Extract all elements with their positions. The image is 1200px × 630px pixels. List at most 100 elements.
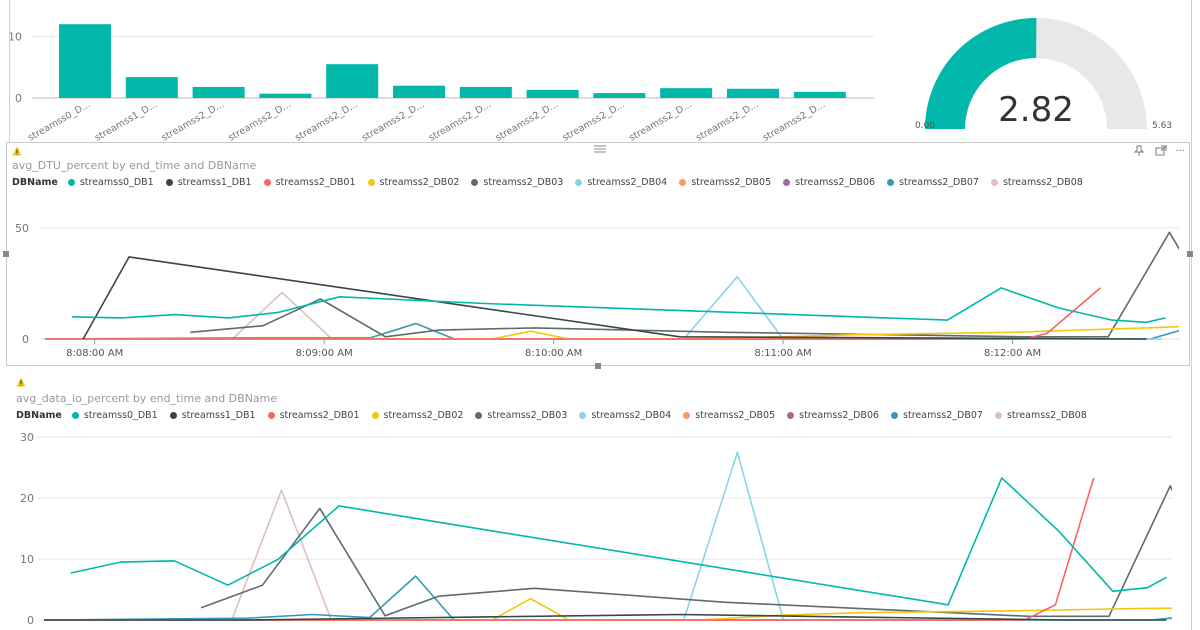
legend-label: streamss2_DB04 bbox=[587, 177, 668, 188]
legend-item[interactable]: streamss1_DB1 bbox=[169, 410, 256, 421]
bar-category-label: streamss1_D... bbox=[93, 99, 159, 142]
legend-marker bbox=[367, 179, 375, 186]
bar[interactable] bbox=[727, 88, 779, 98]
resize-handle-right[interactable] bbox=[1187, 251, 1193, 257]
gauge-panel[interactable]: 2.82 0.00 5.63 bbox=[890, 0, 1200, 142]
series-line[interactable] bbox=[44, 322, 1189, 340]
legend-item[interactable]: streamss2_DB03 bbox=[475, 410, 567, 421]
bar-category-label: streamss0_D... bbox=[26, 99, 92, 142]
bar-category-label: streamss2_D... bbox=[160, 99, 226, 142]
series-line[interactable] bbox=[44, 477, 1095, 621]
legend-marker bbox=[267, 412, 275, 419]
bar[interactable] bbox=[793, 91, 846, 98]
y-tick-label: 10 bbox=[20, 553, 34, 566]
legend-item[interactable]: streamss2_DB02 bbox=[371, 410, 464, 421]
legend-item[interactable]: streamss0_DB1 bbox=[67, 177, 154, 188]
drag-handle-icon[interactable] bbox=[594, 145, 606, 153]
resize-handle-bottom[interactable] bbox=[595, 363, 601, 369]
series-line[interactable] bbox=[70, 477, 1167, 606]
legend-marker bbox=[679, 179, 687, 186]
bar[interactable] bbox=[593, 93, 646, 98]
x-tick-label: 8:12:00 AM bbox=[984, 348, 1041, 359]
legend-item[interactable]: streamss2_DB04 bbox=[579, 410, 671, 421]
legend-marker bbox=[990, 179, 998, 186]
legend-title: DBName bbox=[12, 177, 58, 188]
resize-handle-left[interactable] bbox=[3, 251, 9, 257]
legend-marker bbox=[887, 179, 895, 186]
io-chart-title: avg_data_io_percent by end_time and DBNa… bbox=[16, 392, 278, 405]
more-options-icon[interactable]: ··· bbox=[1175, 146, 1185, 157]
legend-marker bbox=[994, 412, 1002, 419]
bar[interactable] bbox=[326, 64, 379, 98]
legend-item[interactable]: streamss2_DB06 bbox=[787, 410, 879, 421]
legend-label: streamss2_DB08 bbox=[1002, 177, 1083, 188]
bar[interactable] bbox=[459, 86, 512, 98]
dtu-chart-panel[interactable]: ··· avg_DTU_percent by end_time and DBNa… bbox=[3, 142, 1193, 369]
legend-item[interactable]: streamss1_DB1 bbox=[165, 177, 252, 188]
bar[interactable] bbox=[660, 88, 713, 98]
legend-item[interactable]: streamss2_DB03 bbox=[471, 177, 563, 188]
series-line[interactable] bbox=[254, 597, 1200, 621]
legend-label: streamss2_DB07 bbox=[899, 177, 979, 188]
series-line[interactable] bbox=[44, 451, 1163, 621]
legend-marker bbox=[891, 412, 899, 419]
legend-item[interactable]: streamss2_DB02 bbox=[367, 177, 460, 188]
legend-item[interactable]: streamss2_DB07 bbox=[887, 177, 979, 188]
legend-marker bbox=[783, 179, 791, 186]
legend-item[interactable]: streamss2_DB04 bbox=[575, 177, 667, 188]
legend-label: streamss2_DB02 bbox=[379, 177, 460, 188]
series-line[interactable] bbox=[200, 485, 1200, 618]
bar[interactable] bbox=[125, 77, 178, 98]
legend-marker bbox=[683, 412, 691, 419]
series-line[interactable] bbox=[71, 287, 1166, 324]
bar-category-label: streamss2_D... bbox=[560, 99, 626, 142]
focus-mode-icon[interactable] bbox=[1155, 145, 1167, 157]
legend-label: streamss0_DB1 bbox=[79, 177, 154, 188]
bar[interactable] bbox=[59, 24, 111, 99]
legend-label: streamss2_DB05 bbox=[691, 177, 772, 188]
legend-item[interactable]: streamss2_DB05 bbox=[679, 177, 771, 188]
legend-label: streamss2_DB03 bbox=[483, 177, 564, 188]
legend-label: streamss2_DB06 bbox=[799, 410, 880, 421]
bar[interactable] bbox=[192, 86, 245, 98]
dtu-chart-title: avg_DTU_percent by end_time and DBName bbox=[12, 159, 257, 172]
legend-marker bbox=[471, 179, 479, 186]
bar-chart-panel[interactable]: 0 10 streamss0_D... streamss1_D... streamss2… bbox=[0, 0, 890, 144]
legend-label: streamss2_DB05 bbox=[695, 410, 776, 421]
series-line[interactable] bbox=[190, 231, 1189, 338]
legend-item[interactable]: streamss2_DB07 bbox=[891, 410, 983, 421]
legend-item[interactable]: streamss2_DB01 bbox=[263, 177, 356, 188]
io-chart-panel[interactable]: avg_data_io_percent by end_time and DBNa… bbox=[0, 368, 1200, 630]
legend-marker bbox=[67, 179, 75, 186]
series-line[interactable] bbox=[44, 489, 1152, 621]
series-line[interactable] bbox=[82, 256, 1147, 340]
legend-item[interactable]: streamss2_DB05 bbox=[683, 410, 775, 421]
series-line[interactable] bbox=[43, 575, 1200, 621]
bar[interactable] bbox=[259, 93, 312, 98]
legend-item[interactable]: streamss0_DB1 bbox=[71, 410, 158, 421]
bar-y-tick-label: 10 bbox=[8, 31, 22, 44]
y-tick-label: 0 bbox=[22, 333, 29, 346]
bar-category-label: streamss2_D... bbox=[761, 99, 827, 142]
legend-label: streamss2_DB06 bbox=[795, 177, 876, 188]
io-line-chart: 0 10 20 30 bbox=[20, 431, 1200, 627]
legend-label: streamss2_DB08 bbox=[1006, 410, 1087, 421]
legend-item[interactable]: streamss2_DB08 bbox=[994, 410, 1087, 421]
legend-item[interactable]: streamss2_DB08 bbox=[990, 177, 1083, 188]
series-line[interactable] bbox=[44, 613, 1167, 621]
dtu-legend: DBName streamss0_DB1 streamss1_DB1 streamss… bbox=[12, 177, 1095, 188]
legend-marker bbox=[475, 412, 483, 419]
bar-category-label: streamss2_D... bbox=[694, 99, 760, 142]
legend-item[interactable]: streamss2_DB06 bbox=[783, 177, 875, 188]
bar[interactable] bbox=[393, 85, 445, 98]
y-tick-label: 50 bbox=[15, 222, 29, 235]
bar[interactable] bbox=[526, 90, 579, 98]
legend-item[interactable]: streamss2_DB01 bbox=[267, 410, 360, 421]
pin-icon[interactable] bbox=[1133, 145, 1145, 157]
legend-label: streamss2_DB02 bbox=[383, 410, 464, 421]
legend-label: streamss2_DB07 bbox=[903, 410, 983, 421]
legend-marker bbox=[579, 412, 587, 419]
legend-marker bbox=[787, 412, 795, 419]
legend-title: DBName bbox=[16, 410, 62, 421]
x-tick-label: 8:09:00 AM bbox=[296, 348, 353, 359]
